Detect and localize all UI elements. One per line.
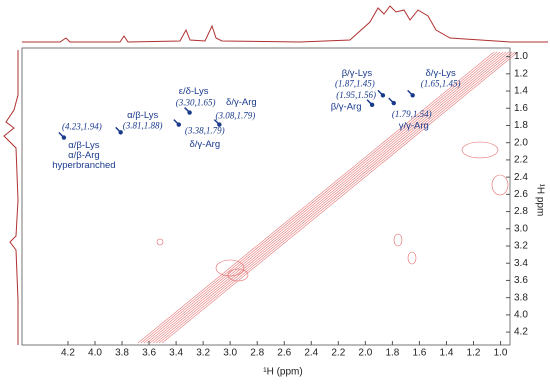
left-projection [3,50,19,345]
peak-coordinates: (3.30,1.65) [176,98,216,108]
x-tick-label: 2.4 [304,348,318,359]
x-tick-label: 3.2 [196,348,210,359]
peak-assignment: α/β-Lys [127,110,158,121]
x-tick-label: 3.0 [223,348,237,359]
contour-blob [461,141,499,159]
peak-assignment: hyperbranched [52,160,115,171]
x-tick-label: 2.8 [250,348,264,359]
contour-line [155,51,513,344]
peak-assignment: γ/γ-Arg [399,121,429,132]
cross-peak [380,93,386,98]
cross-peak [369,102,375,108]
y-tick-label: 3.8 [514,292,528,303]
peak-coordinates: (1.65,1.45) [421,78,461,88]
x-axis-title: ¹H (ppm) [263,367,302,378]
plot-frame [21,47,511,346]
peak-coordinates: (3.38,1.79) [185,126,225,136]
peak-coordinates: (1.87,1.45) [335,78,375,88]
y-tick-label: 4.2 [514,327,528,338]
contour-blob [491,174,509,196]
x-tick-label: 4.2 [61,348,75,359]
contour-line [152,51,510,344]
y-axis-title: ¹H ppm [534,184,545,217]
y-tick-label: 1.4 [514,86,528,97]
cross-peak [187,110,192,115]
x-tick-label: 1.6 [412,348,426,359]
contour-blob [393,233,403,247]
y-tick-label: 2.0 [514,137,528,148]
x-tick-label: 2.0 [358,348,372,359]
contour-line [140,51,498,344]
cross-peak [61,135,67,140]
peak-coordinates: (3.08,1.79) [215,111,255,121]
cross-peak [176,122,182,127]
x-tick-label: 3.6 [142,348,156,359]
contour-line [161,51,519,344]
peak-coordinates: (3.81,1.88) [123,120,163,130]
y-tick-label: 4.0 [514,310,528,321]
cross-peak [217,122,222,127]
x-tick-label: 4.0 [88,348,102,359]
peak-coordinates: (1.95,1.56) [336,90,376,100]
y-tick-label: 1.8 [514,120,528,131]
diagonal-contours [137,51,519,344]
y-tick-label: 3.0 [514,223,528,234]
contour-blob [227,268,249,282]
cross-peak [391,100,396,106]
x-tick-label: 3.4 [169,348,183,359]
x-tick-label: 1.2 [467,348,481,359]
contour-line [158,51,516,344]
peak-assignment: ε/δ-Lys [179,86,209,97]
peak-assignment: β/γ-Arg [331,101,362,112]
y-tick-label: 1.0 [514,51,528,62]
x-tick-label: 1.4 [440,348,454,359]
y-tick-label: 2.4 [514,172,528,183]
y-tick-label: 1.2 [514,68,528,79]
contour-blob [407,251,417,265]
y-tick-label: 2.6 [514,189,528,200]
x-tick-label: 3.8 [115,348,129,359]
y-tick-label: 2.8 [514,206,528,217]
y-tick-label: 3.2 [514,241,528,252]
peak-coordinates: (4.23,1.94) [62,122,102,132]
x-tick-label: 1.8 [385,348,399,359]
y-tick-label: 3.4 [514,258,528,269]
contour-blob [156,238,164,246]
contour-line [149,51,507,344]
top-projection [22,5,548,43]
peak-assignment: δ/γ-Arg [226,97,257,108]
contour-line [137,51,495,344]
peak-assignment: β/γ-Lys [342,68,373,79]
contour-blob [215,259,245,277]
cross-peak [118,130,123,135]
cross-peak [410,93,415,98]
peak-assignment: α/β-Arg [68,150,100,161]
x-tick-label: 1.0 [494,348,508,359]
peak-assignment: α/β-Lys [68,140,99,151]
y-tick-label: 3.6 [514,275,528,286]
peak-coordinates: (1.79,1.54) [392,109,432,119]
x-tick-label: 2.6 [277,348,291,359]
peak-assignment: δ/γ-Lys [426,68,457,79]
y-tick-label: 1.6 [514,103,528,114]
contour-line [143,51,501,344]
x-tick-label: 2.2 [331,348,345,359]
y-tick-label: 2.2 [514,155,528,166]
peak-assignment: δ/γ-Arg [189,139,220,150]
contour-line [146,51,504,344]
